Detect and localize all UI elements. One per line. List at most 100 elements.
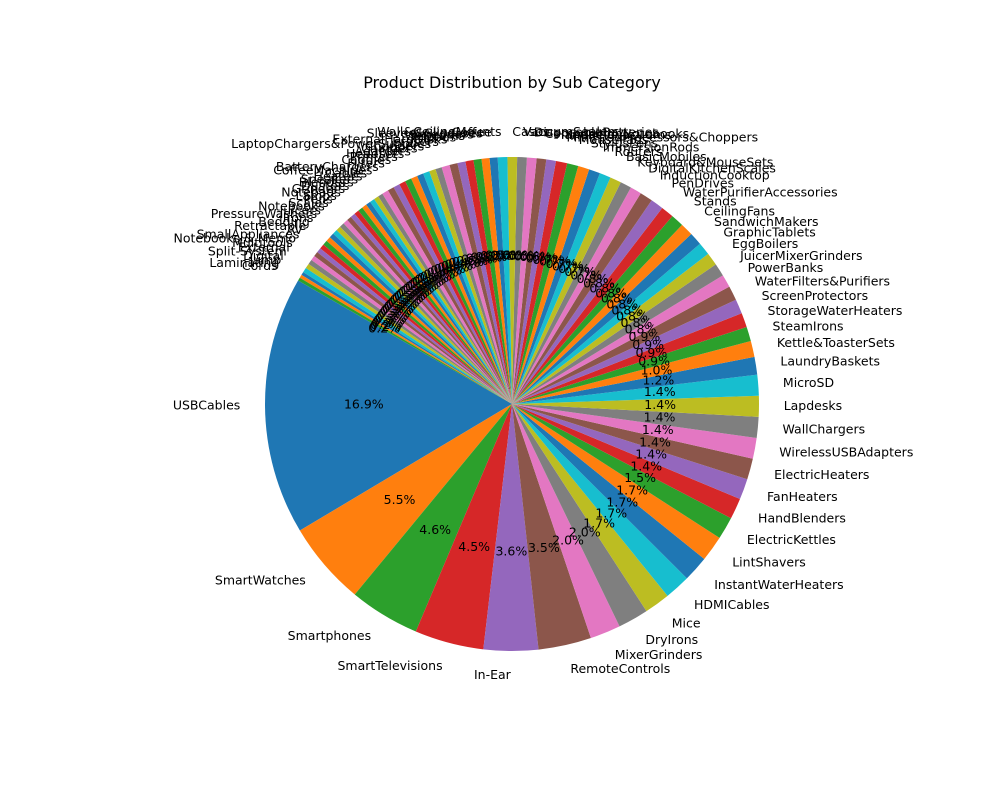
slice-label: HandBlenders	[758, 511, 846, 526]
slice-percent-label: 0.3%	[382, 301, 414, 316]
pie-slice	[308, 259, 512, 404]
slice-label: WallChargers	[782, 421, 865, 436]
pie-slice	[320, 244, 512, 404]
pie-slice	[378, 193, 512, 404]
slice-label: Laminating	[209, 255, 279, 270]
slice-percent-label: 0.3%	[396, 286, 428, 301]
pie-slice	[405, 178, 512, 404]
slice-label: Stands	[694, 194, 737, 209]
slice-percent-label: 0.8%	[601, 291, 633, 306]
slice-label: CeilingFans	[704, 203, 775, 218]
slice-percent-label: 0.3%	[392, 290, 424, 305]
slice-percent-label: 3.5%	[528, 540, 560, 555]
pie-slice	[358, 207, 512, 404]
pie-slice	[423, 171, 512, 404]
pie-slice	[512, 187, 641, 404]
pie-slice	[512, 404, 687, 596]
slice-percent-label: 0.8%	[595, 285, 627, 300]
slice-percent-label: 0.5%	[485, 248, 517, 263]
slice-percent-label: 1.2%	[643, 373, 675, 388]
pie-slice	[326, 237, 512, 404]
slice-percent-label: 0.3%	[386, 297, 418, 312]
slice-label: Grinders	[292, 181, 346, 196]
slice-percent-label: 0.4%	[448, 255, 480, 270]
slice-percent-label: 1.7%	[595, 506, 627, 521]
slice-percent-label: 0.4%	[437, 259, 469, 274]
pie-slice	[366, 201, 512, 404]
pie-slice	[481, 158, 512, 404]
pie-slice	[512, 169, 600, 404]
slice-percent-label: 0.4%	[445, 257, 477, 272]
slice-percent-label: 0.3%	[407, 277, 439, 292]
slice-label: StorageWaterHeaters	[768, 303, 903, 318]
pie-slice	[429, 169, 512, 404]
pie-slice	[347, 216, 512, 404]
slice-percent-label: 0.3%	[373, 313, 405, 328]
pie-slice	[314, 252, 512, 404]
pie-slice	[512, 200, 663, 404]
slice-label: CompositionNotebooks	[544, 126, 689, 141]
slice-percent-label: 0.8%	[589, 280, 621, 295]
slice-label: Notebooks	[258, 199, 325, 214]
slice-percent-label: 0.3%	[405, 279, 437, 294]
slice-percent-label: 0.3%	[412, 273, 444, 288]
slice-percent-label: 0.3%	[415, 272, 447, 287]
slice-label: Pens	[303, 191, 332, 206]
pie-slice	[449, 163, 512, 404]
pie-slice	[417, 173, 512, 404]
slice-label: WaterFilters&Purifiers	[755, 274, 890, 289]
pie-slice	[473, 158, 512, 404]
slice-label: CoffeeMachines	[273, 162, 372, 177]
slice-percent-label: 0.9%	[638, 354, 670, 369]
slice-label: Adapters	[355, 143, 411, 158]
slice-label: Lamps	[296, 188, 337, 203]
slice-percent-label: 0.2%	[370, 317, 402, 332]
pie-slice	[340, 223, 512, 404]
slice-percent-label: 0.8%	[616, 309, 648, 324]
pie-slice	[489, 157, 512, 404]
slice-label: WirelessUSBAdapters	[779, 444, 913, 459]
slice-percent-label: 0.3%	[378, 306, 410, 321]
slice-percent-label: 1.4%	[644, 410, 676, 425]
slice-percent-label: 0.5%	[480, 248, 512, 263]
pie-slice	[512, 193, 652, 404]
slice-percent-label: 0.4%	[441, 258, 473, 273]
slice-label: ElectricHeaters	[774, 467, 869, 482]
slice-label: HandheldVacuums	[555, 127, 672, 142]
pie-slice	[483, 404, 539, 652]
pie-slice	[350, 213, 512, 404]
slice-label: Dusters	[301, 178, 349, 193]
slice-label: Cables	[325, 166, 367, 181]
slice-percent-label: 1.5%	[624, 470, 656, 485]
pie-slice	[465, 160, 512, 404]
slice-percent-label: 4.6%	[419, 522, 451, 537]
pie-slice	[387, 187, 512, 404]
slice-label: Tripods	[411, 130, 456, 145]
pie-slice	[512, 404, 740, 519]
pie-slice	[512, 182, 631, 404]
slice-percent-label: 0.7%	[564, 264, 596, 279]
slice-label: SmartTelevisions	[337, 658, 442, 673]
pie-slice	[415, 404, 512, 650]
slice-label: Caddies	[341, 152, 391, 167]
pie-slice	[512, 216, 683, 404]
slice-label: DryIrons	[645, 632, 698, 647]
pie-slice	[399, 181, 512, 404]
pie-slice	[512, 234, 700, 404]
pie-slice	[512, 404, 720, 560]
slice-percent-label: 0.2%	[368, 321, 400, 336]
slice-labels: USBCables SmartWatches Smartphones SmartTel…	[173, 124, 913, 682]
slice-label: ExternalHardDisks	[332, 132, 447, 147]
slice-label: LaptopChargers&PowerSupplies	[231, 136, 431, 151]
slice-percent-label: 0.6%	[496, 247, 528, 262]
slice-percent-label: 0.7%	[546, 256, 578, 271]
slice-label: BatteryChargers	[276, 159, 379, 174]
pie-slice	[512, 395, 759, 417]
pie-slice	[512, 159, 556, 404]
slice-percent-label: 1.4%	[630, 458, 662, 473]
slice-label: LintShavers	[732, 555, 806, 570]
slice-percent-label: 0.6%	[502, 247, 534, 262]
slice-label: Chargers	[361, 141, 418, 156]
slice-label: BasicMobiles	[626, 149, 707, 164]
slice-percent-label: 0.7%	[539, 254, 571, 269]
